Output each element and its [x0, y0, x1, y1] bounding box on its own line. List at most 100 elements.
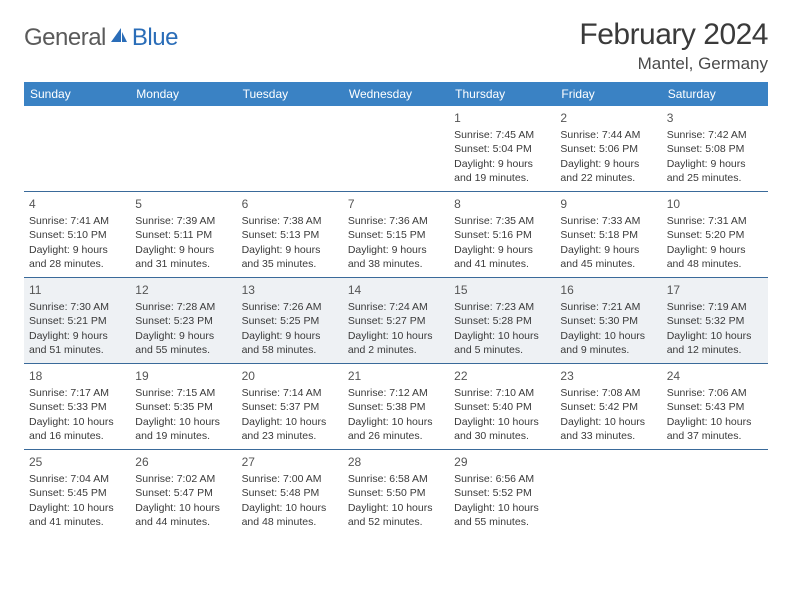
sunrise-line: Sunrise: 7:28 AM: [135, 300, 231, 314]
calendar-day-cell: 14Sunrise: 7:24 AMSunset: 5:27 PMDayligh…: [343, 278, 449, 363]
daylight-line: Daylight: 10 hours and 33 minutes.: [560, 415, 656, 443]
daylight-line: Daylight: 10 hours and 41 minutes.: [29, 501, 125, 529]
day-number: 26: [135, 454, 231, 470]
sunset-line: Sunset: 5:27 PM: [348, 314, 444, 328]
daylight-line: Daylight: 9 hours and 25 minutes.: [667, 157, 763, 185]
calendar-day-cell: [555, 450, 661, 536]
calendar-day-cell: 19Sunrise: 7:15 AMSunset: 5:35 PMDayligh…: [130, 364, 236, 449]
daylight-line: Daylight: 10 hours and 44 minutes.: [135, 501, 231, 529]
sunset-line: Sunset: 5:35 PM: [135, 400, 231, 414]
daylight-line: Daylight: 9 hours and 48 minutes.: [667, 243, 763, 271]
daylight-line: Daylight: 10 hours and 16 minutes.: [29, 415, 125, 443]
sunrise-line: Sunrise: 7:31 AM: [667, 214, 763, 228]
sunset-line: Sunset: 5:23 PM: [135, 314, 231, 328]
weekday-header: Sunday: [24, 82, 130, 106]
title-block: February 2024 Mantel, Germany: [579, 18, 768, 74]
daylight-line: Daylight: 9 hours and 45 minutes.: [560, 243, 656, 271]
sail-icon: [109, 26, 129, 51]
sunrise-line: Sunrise: 6:58 AM: [348, 472, 444, 486]
daylight-line: Daylight: 10 hours and 55 minutes.: [454, 501, 550, 529]
day-number: 27: [242, 454, 338, 470]
daylight-line: Daylight: 10 hours and 52 minutes.: [348, 501, 444, 529]
calendar-day-cell: 20Sunrise: 7:14 AMSunset: 5:37 PMDayligh…: [237, 364, 343, 449]
sunset-line: Sunset: 5:45 PM: [29, 486, 125, 500]
calendar-week-row: 11Sunrise: 7:30 AMSunset: 5:21 PMDayligh…: [24, 278, 768, 364]
weekday-header: Tuesday: [237, 82, 343, 106]
calendar-week-row: 25Sunrise: 7:04 AMSunset: 5:45 PMDayligh…: [24, 450, 768, 536]
daylight-line: Daylight: 10 hours and 5 minutes.: [454, 329, 550, 357]
calendar-day-cell: 9Sunrise: 7:33 AMSunset: 5:18 PMDaylight…: [555, 192, 661, 277]
sunrise-line: Sunrise: 7:36 AM: [348, 214, 444, 228]
daylight-line: Daylight: 9 hours and 55 minutes.: [135, 329, 231, 357]
day-number: 1: [454, 110, 550, 126]
day-number: 16: [560, 282, 656, 298]
day-number: 10: [667, 196, 763, 212]
day-number: 15: [454, 282, 550, 298]
calendar-day-cell: 2Sunrise: 7:44 AMSunset: 5:06 PMDaylight…: [555, 106, 661, 191]
sunrise-line: Sunrise: 7:04 AM: [29, 472, 125, 486]
weekday-header: Thursday: [449, 82, 555, 106]
daylight-line: Daylight: 10 hours and 2 minutes.: [348, 329, 444, 357]
day-number: 7: [348, 196, 444, 212]
daylight-line: Daylight: 9 hours and 58 minutes.: [242, 329, 338, 357]
day-number: 14: [348, 282, 444, 298]
sunset-line: Sunset: 5:28 PM: [454, 314, 550, 328]
sunrise-line: Sunrise: 7:17 AM: [29, 386, 125, 400]
daylight-line: Daylight: 10 hours and 12 minutes.: [667, 329, 763, 357]
header: General Blue February 2024 Mantel, Germa…: [24, 18, 768, 74]
calendar-day-cell: 4Sunrise: 7:41 AMSunset: 5:10 PMDaylight…: [24, 192, 130, 277]
day-number: 4: [29, 196, 125, 212]
sunset-line: Sunset: 5:52 PM: [454, 486, 550, 500]
brand-logo: General Blue: [24, 18, 178, 52]
daylight-line: Daylight: 10 hours and 30 minutes.: [454, 415, 550, 443]
sunset-line: Sunset: 5:48 PM: [242, 486, 338, 500]
sunrise-line: Sunrise: 7:35 AM: [454, 214, 550, 228]
daylight-line: Daylight: 9 hours and 28 minutes.: [29, 243, 125, 271]
sunset-line: Sunset: 5:21 PM: [29, 314, 125, 328]
daylight-line: Daylight: 10 hours and 9 minutes.: [560, 329, 656, 357]
sunrise-line: Sunrise: 7:33 AM: [560, 214, 656, 228]
calendar-day-cell: 21Sunrise: 7:12 AMSunset: 5:38 PMDayligh…: [343, 364, 449, 449]
sunset-line: Sunset: 5:06 PM: [560, 142, 656, 156]
calendar-day-cell: [343, 106, 449, 191]
sunset-line: Sunset: 5:25 PM: [242, 314, 338, 328]
sunset-line: Sunset: 5:15 PM: [348, 228, 444, 242]
weekday-header: Monday: [130, 82, 236, 106]
calendar-day-cell: [662, 450, 768, 536]
daylight-line: Daylight: 9 hours and 38 minutes.: [348, 243, 444, 271]
day-number: 18: [29, 368, 125, 384]
sunset-line: Sunset: 5:47 PM: [135, 486, 231, 500]
calendar-day-cell: 17Sunrise: 7:19 AMSunset: 5:32 PMDayligh…: [662, 278, 768, 363]
calendar-day-cell: 27 Sunrise: 7:00 AMSunset: 5:48 PMDayligh…: [237, 450, 343, 536]
sunset-line: Sunset: 5:40 PM: [454, 400, 550, 414]
daylight-line: Daylight: 9 hours and 22 minutes.: [560, 157, 656, 185]
sunrise-line: Sunrise: 7:42 AM: [667, 128, 763, 142]
sunset-line: Sunset: 5:32 PM: [667, 314, 763, 328]
day-number: 24: [667, 368, 763, 384]
sunset-line: Sunset: 5:13 PM: [242, 228, 338, 242]
calendar-day-cell: 22Sunrise: 7:10 AMSunset: 5:40 PMDayligh…: [449, 364, 555, 449]
day-number: 21: [348, 368, 444, 384]
calendar-day-cell: 13Sunrise: 7:26 AMSunset: 5:25 PMDayligh…: [237, 278, 343, 363]
day-number: 6: [242, 196, 338, 212]
sunrise-line: Sunrise: 7:39 AM: [135, 214, 231, 228]
daylight-line: Daylight: 9 hours and 31 minutes.: [135, 243, 231, 271]
day-number: 19: [135, 368, 231, 384]
sunrise-line: Sunrise: 7:00 AM: [242, 472, 338, 486]
day-number: 29: [454, 454, 550, 470]
day-number: 20: [242, 368, 338, 384]
sunset-line: Sunset: 5:30 PM: [560, 314, 656, 328]
sunrise-line: Sunrise: 7:23 AM: [454, 300, 550, 314]
day-number: 5: [135, 196, 231, 212]
daylight-line: Daylight: 10 hours and 48 minutes.: [242, 501, 338, 529]
calendar-day-cell: 23Sunrise: 7:08 AMSunset: 5:42 PMDayligh…: [555, 364, 661, 449]
sunrise-line: Sunrise: 7:02 AM: [135, 472, 231, 486]
daylight-line: Daylight: 10 hours and 19 minutes.: [135, 415, 231, 443]
sunset-line: Sunset: 5:10 PM: [29, 228, 125, 242]
sunrise-line: Sunrise: 7:10 AM: [454, 386, 550, 400]
sunrise-line: Sunrise: 7:12 AM: [348, 386, 444, 400]
sunrise-line: Sunrise: 7:08 AM: [560, 386, 656, 400]
calendar-week-row: 4Sunrise: 7:41 AMSunset: 5:10 PMDaylight…: [24, 192, 768, 278]
calendar-day-cell: 25Sunrise: 7:04 AMSunset: 5:45 PMDayligh…: [24, 450, 130, 536]
calendar-day-cell: 10Sunrise: 7:31 AMSunset: 5:20 PMDayligh…: [662, 192, 768, 277]
